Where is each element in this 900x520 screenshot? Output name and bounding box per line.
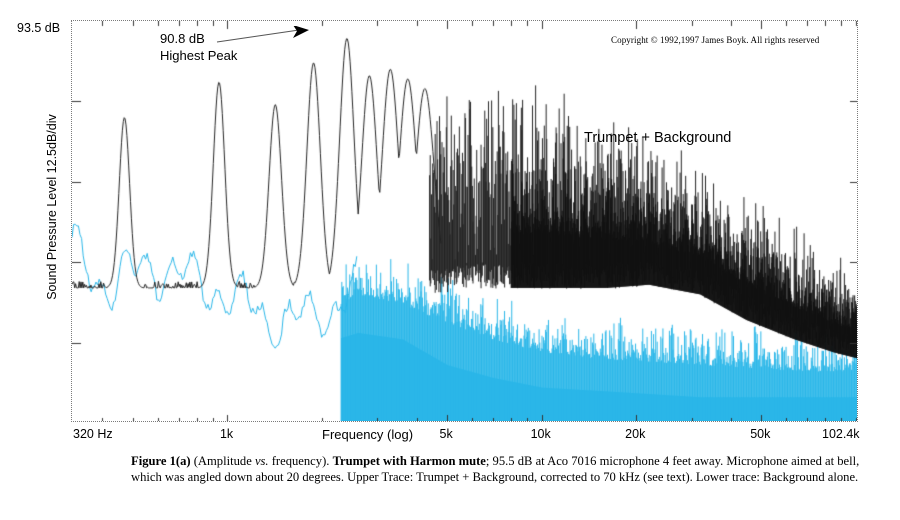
peak-arrow-icon [216,26,309,43]
caption-bold-title: Trumpet with Harmon mute [332,454,486,468]
x-tick-label-1: 1k [219,427,234,441]
plot-area [71,20,858,422]
figure-caption: Figure 1(a) (Amplitude vs. frequency). T… [131,454,871,485]
highest-peak-annotation: 90.8 dB Highest Peak [160,30,237,64]
spectrum-plot-canvas [72,21,857,421]
x-tick-label-3: 10k [530,427,551,441]
x-tick-label-2: 5k [439,427,453,441]
caption-part-2: frequency). [268,454,333,468]
x-tick-label-0: 320 Hz [73,427,113,441]
x-axis-title: Frequency (log) [322,427,414,442]
x-tick-label-5: 50k [750,427,771,441]
upper-trace-label: Trumpet + Background [584,130,732,146]
caption-vs: vs. [254,454,269,468]
caption-part-3: ; 95.5 dB at Aco 7016 microphone 4 feet … [131,454,860,484]
peak-value-label: 90.8 dB [160,31,205,46]
caption-figure-label: Figure 1(a) [131,454,191,468]
copyright-notice: Copyright © 1992,1997 James Boyk. All ri… [611,35,820,45]
x-tick-label-6: 102.4k [822,427,860,441]
peak-text-label: Highest Peak [160,48,238,63]
y-axis-title: Sound Pressure Level 12.5dB/div [45,114,59,300]
x-tick-label-4: 20k [625,427,646,441]
caption-part-1: (Amplitude [190,454,255,468]
y-axis-max-label: 93.5 dB [17,21,61,35]
